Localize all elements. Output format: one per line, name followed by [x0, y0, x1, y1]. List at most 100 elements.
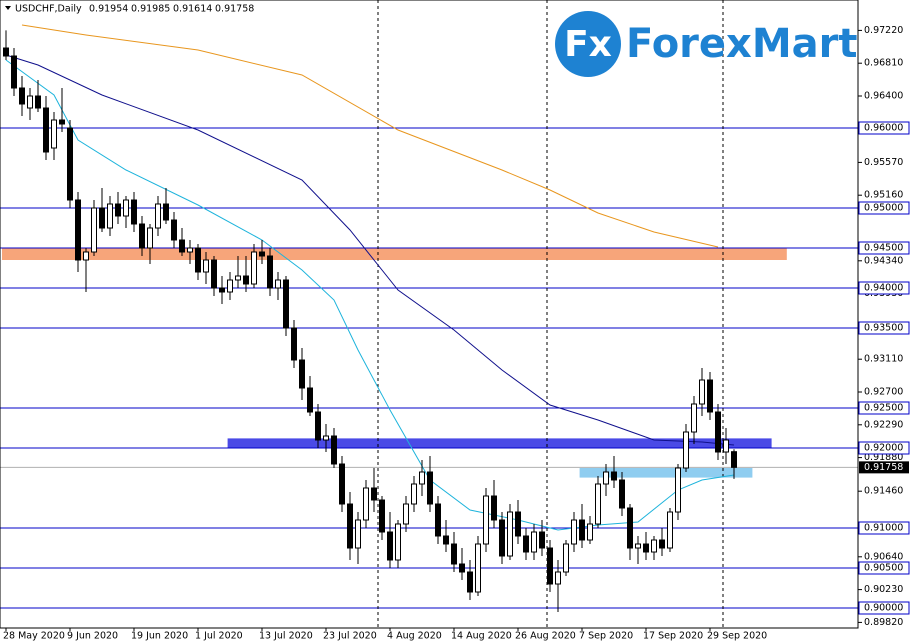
candle-body — [547, 547, 553, 585]
candle-body — [147, 227, 153, 249]
candle-body — [179, 239, 185, 253]
zone — [2, 248, 787, 260]
candle-body — [275, 279, 281, 289]
level-label-box — [858, 241, 910, 255]
moving-average — [5, 54, 735, 446]
candle-body — [283, 279, 289, 329]
level-label: 0.95000 — [864, 203, 903, 214]
candle-body — [635, 543, 641, 549]
candle-body — [683, 431, 689, 469]
candle-body — [219, 287, 225, 293]
candle-body — [51, 119, 57, 149]
candle-body — [323, 435, 329, 441]
price-label: 0.91758 — [864, 462, 903, 473]
candle-body — [563, 543, 569, 573]
level-label-box — [858, 561, 910, 575]
logo-text: ForexMart — [626, 21, 857, 67]
level-label: 0.92000 — [864, 443, 903, 454]
moving-average — [5, 59, 735, 531]
candle-body — [123, 199, 129, 217]
candle-body — [131, 199, 137, 225]
candle-body — [723, 439, 729, 453]
candle-body — [523, 535, 529, 553]
level-label-box — [858, 441, 910, 455]
y-tick-label: 0.96810 — [864, 58, 903, 69]
candle-body — [91, 207, 97, 253]
candle-body — [387, 531, 393, 561]
candle-body — [139, 223, 145, 249]
symbol-title: USDCHF,Daily — [15, 4, 82, 15]
candle-body — [115, 203, 121, 217]
candle-body — [11, 55, 17, 89]
candle-body — [163, 203, 169, 221]
candle-body — [35, 95, 41, 109]
candle-body — [707, 379, 713, 413]
candle-body — [691, 403, 697, 433]
candle-body — [675, 467, 681, 513]
x-tick-label: 29 Sep 2020 — [707, 631, 767, 642]
candle-body — [251, 251, 257, 285]
candle-body — [83, 251, 89, 261]
x-tick-label: 7 Sep 2020 — [579, 631, 633, 642]
candle-body — [371, 487, 377, 501]
candle-body — [651, 539, 657, 553]
candle-body — [579, 519, 585, 541]
logo-icon — [555, 11, 621, 77]
candle-body — [363, 487, 369, 521]
candle-body — [715, 411, 721, 453]
y-tick-label: 0.97220 — [864, 25, 903, 36]
candle-body — [627, 507, 633, 549]
level-label-box — [858, 401, 910, 415]
logo-icon-text: Fx — [564, 24, 612, 65]
candle-body — [619, 479, 625, 509]
x-tick-label: 1 Jul 2020 — [195, 631, 243, 642]
candle-body — [555, 571, 561, 585]
candle-body — [587, 523, 593, 541]
candle-body — [315, 411, 321, 441]
y-tick-label: 0.89820 — [864, 617, 903, 628]
plot-frame — [0, 0, 859, 629]
x-tick-label: 4 Aug 2020 — [387, 631, 442, 642]
candle-body — [227, 279, 233, 293]
candle-body — [611, 471, 617, 481]
y-tick-label: 0.90640 — [864, 551, 903, 562]
candle-body — [435, 503, 441, 537]
candle-body — [411, 483, 417, 505]
candle-body — [451, 543, 457, 565]
zone — [227, 438, 772, 448]
candle-body — [443, 535, 449, 545]
candle-body — [419, 471, 425, 485]
candle-body — [99, 207, 105, 229]
candle-body — [531, 531, 537, 553]
y-tick-label: 0.90230 — [864, 584, 903, 595]
x-tick-label: 14 Aug 2020 — [451, 631, 512, 642]
y-tick-label: 0.95570 — [864, 157, 903, 168]
x-tick-label: 28 May 2020 — [3, 631, 65, 642]
header: USDCHF,Daily 0.91954 0.91985 0.91614 0.9… — [5, 4, 254, 15]
candle-body — [499, 519, 505, 557]
x-tick-label: 23 Jul 2020 — [323, 631, 377, 642]
header-open: 0.91954 — [89, 4, 128, 15]
candle-body — [75, 199, 81, 261]
level-label: 0.92500 — [864, 403, 903, 414]
level-label-box — [858, 281, 910, 295]
candle-body — [331, 435, 337, 465]
candle-body — [603, 471, 609, 485]
level-label: 0.90500 — [864, 563, 903, 574]
candle-body — [643, 543, 649, 553]
candle-body — [291, 327, 297, 361]
y-tick-label: 0.95160 — [864, 190, 903, 201]
price-label-box — [859, 461, 909, 474]
candle-body — [507, 511, 513, 557]
candle-body — [267, 255, 273, 289]
candle-body — [659, 539, 665, 549]
candle-body — [235, 275, 241, 281]
x-tick-label: 13 Jul 2020 — [259, 631, 313, 642]
x-tick-label: 26 Aug 2020 — [515, 631, 576, 642]
candle-body — [59, 119, 65, 125]
candles — [3, 30, 737, 612]
candle-body — [667, 511, 673, 549]
candle-body — [339, 463, 345, 505]
candle-body — [459, 563, 465, 573]
